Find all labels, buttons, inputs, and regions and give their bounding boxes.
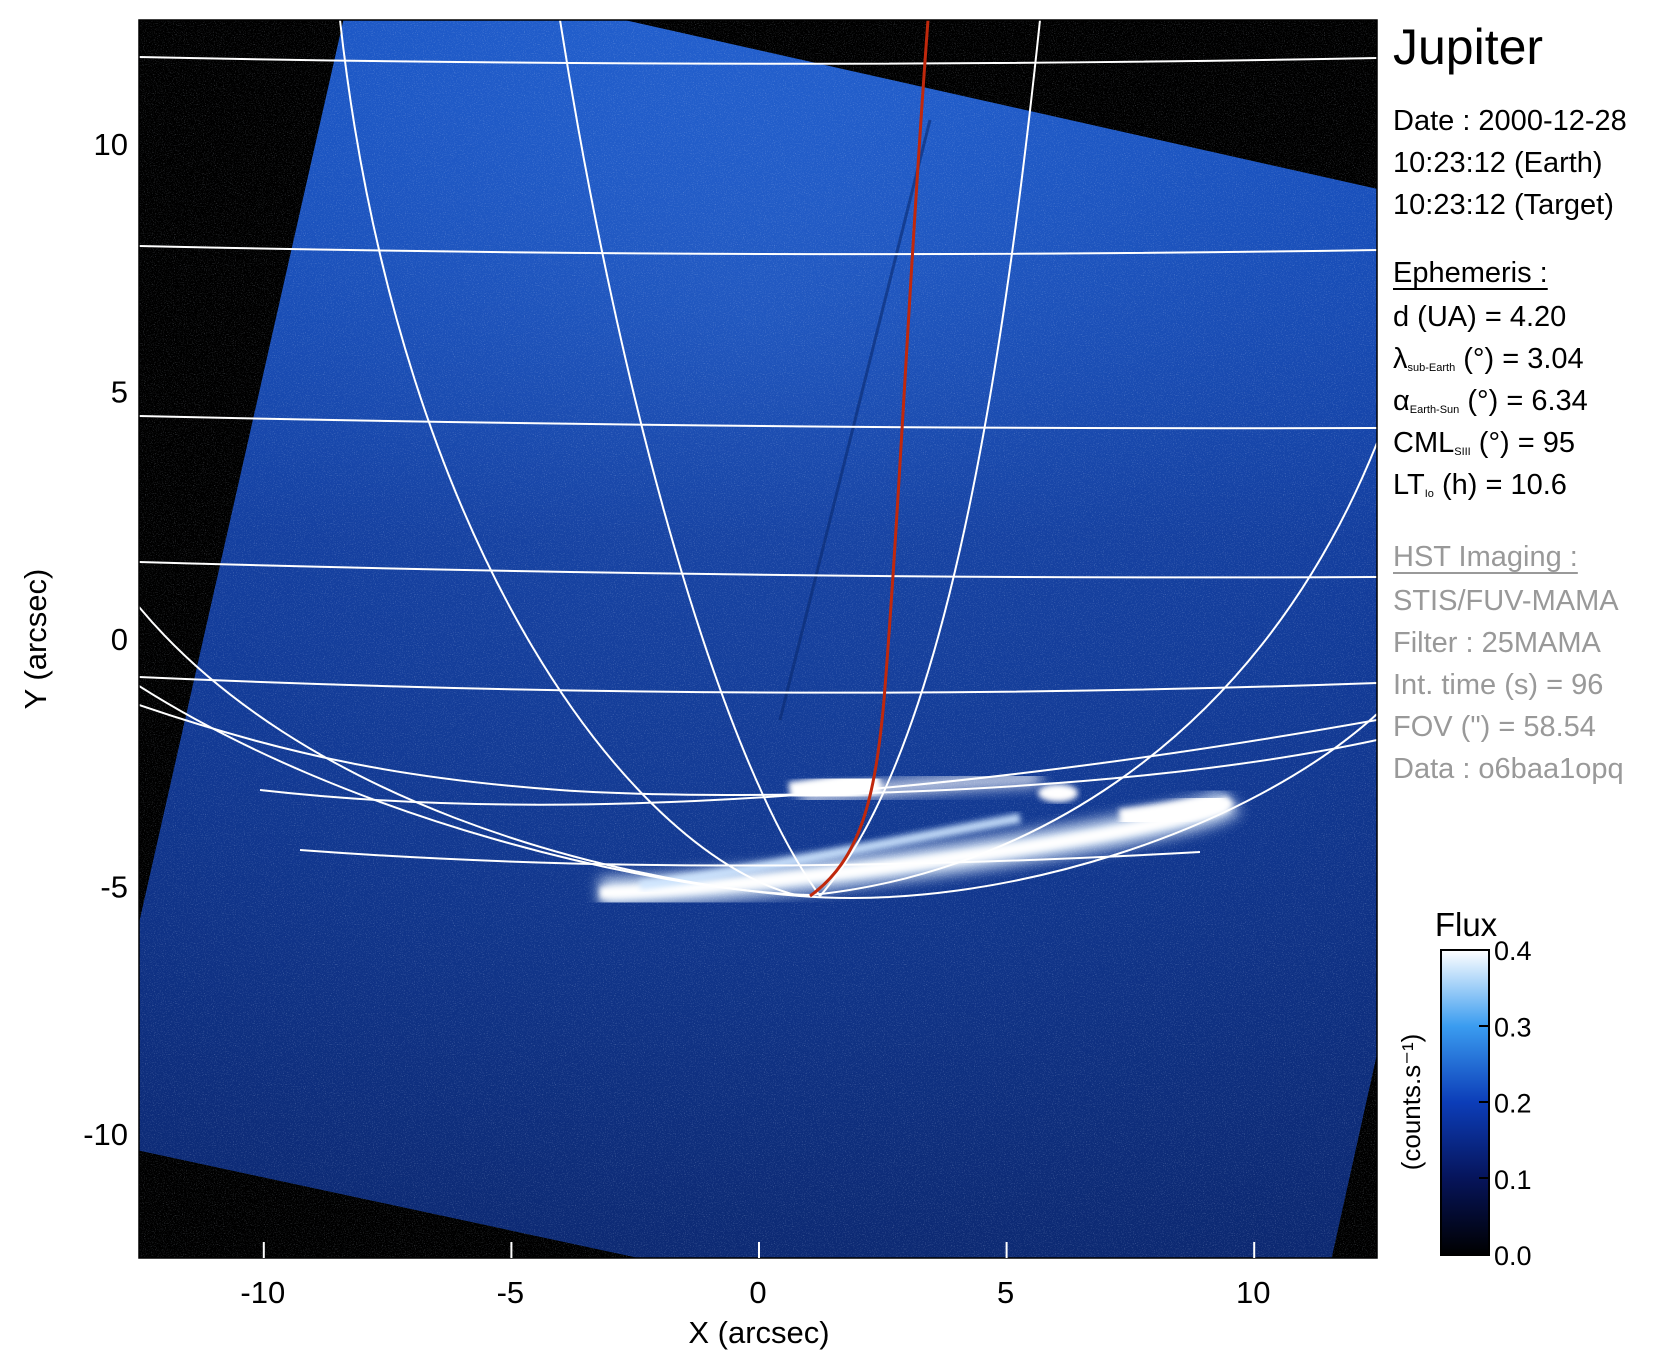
y-tick-label: 10 xyxy=(94,127,128,162)
x-tick-label: 0 xyxy=(749,1275,766,1310)
earth-time: 10:23:12 (Earth) xyxy=(1393,147,1603,179)
planet-grid xyxy=(139,20,1377,899)
colorbar-title: Flux xyxy=(1435,906,1498,943)
colorbar-tick-label: 0.4 xyxy=(1494,936,1532,966)
ephemeris-header: Ephemeris : xyxy=(1393,257,1548,289)
x-axis-label: X (arcsec) xyxy=(688,1315,829,1350)
x-tick-label: -10 xyxy=(240,1275,285,1310)
y-tick-label: 0 xyxy=(111,622,128,657)
io-footprint-curve xyxy=(809,20,930,898)
filter-name: Filter : 25MAMA xyxy=(1393,627,1601,659)
io-local-time: LTIo (h) = 10.6 xyxy=(1393,469,1567,501)
x-tick-label: -5 xyxy=(497,1275,525,1310)
x-tick-labels: -10 -5 0 5 10 xyxy=(240,1275,1270,1310)
colorbar-tick-label: 0.3 xyxy=(1494,1012,1532,1042)
field-of-view: FOV (") = 58.54 xyxy=(1393,711,1596,743)
target-time: 10:23:12 (Target) xyxy=(1393,189,1614,221)
x-tick-label: 5 xyxy=(997,1275,1014,1310)
colorbar-tick-label: 0.2 xyxy=(1494,1089,1532,1119)
colorbar-tick-label: 0.1 xyxy=(1494,1165,1532,1195)
colorbar-tick-label: 0.0 xyxy=(1494,1241,1532,1271)
hst-imaging-header: HST Imaging : xyxy=(1393,541,1578,573)
colorbar-ticks xyxy=(1479,949,1489,1256)
planet-title: Jupiter xyxy=(1393,19,1544,75)
colorbar-label: (counts.s⁻¹) xyxy=(1396,1034,1426,1171)
x-tick-label: 10 xyxy=(1236,1275,1270,1310)
phase-angle: αEarth-Sun (°) = 6.34 xyxy=(1393,385,1588,417)
observation-date: Date : 2000-12-28 xyxy=(1393,105,1627,137)
instrument-name: STIS/FUV-MAMA xyxy=(1393,585,1619,617)
axis-ticks xyxy=(262,1242,1256,1258)
colorbar-tick-labels: 0.0 0.1 0.2 0.3 0.4 xyxy=(1494,936,1532,1271)
y-tick-labels: -10 -5 0 5 10 xyxy=(83,127,128,1152)
distance-value: d (UA) = 4.20 xyxy=(1393,301,1567,333)
sub-earth-latitude: λsub-Earth (°) = 3.04 xyxy=(1393,343,1584,375)
integration-time: Int. time (s) = 96 xyxy=(1393,669,1604,701)
y-axis-label: Y (arcsec) xyxy=(18,569,53,710)
central-meridian-longitude: CMLSIII (°) = 95 xyxy=(1393,427,1576,459)
detector-streak xyxy=(778,119,932,721)
y-tick-label: 5 xyxy=(111,374,128,409)
detector-noise xyxy=(139,20,1377,1258)
y-tick-label: -5 xyxy=(100,870,128,905)
y-tick-label: -10 xyxy=(83,1117,128,1152)
data-id: Data : o6baa1opq xyxy=(1393,753,1624,785)
